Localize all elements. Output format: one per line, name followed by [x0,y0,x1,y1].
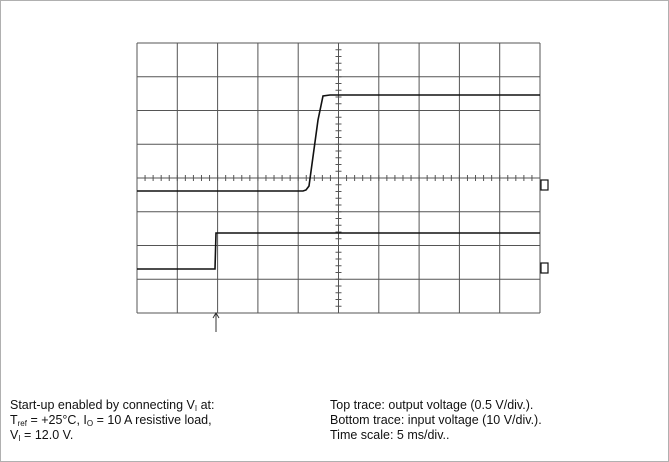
caption-line: VI = 12.0 V. [10,428,214,443]
subscript: ref [17,419,27,428]
subscript: I [18,434,21,443]
caption-line: Time scale: 5 ms/div.. [330,428,450,442]
caption-text: Start-up enabled by connecting V [10,398,195,412]
caption-text: = +25°C, I [26,413,87,427]
subscript: I [194,404,198,413]
caption-line: Start-up enabled by connecting VI at: [10,398,214,413]
channel-marker [540,262,549,274]
caption-line: Tref = +25°C, IO = 10 A resistive load, [10,413,214,428]
channel-marker [540,179,549,191]
caption-left: Start-up enabled by connecting VI at: Tre… [10,398,214,443]
caption-text: = 10 A resistive load, [93,413,212,427]
grid [136,42,541,314]
top-trace [137,94,540,192]
bottom-trace [137,232,540,270]
subscript: O [86,419,94,428]
caption-line: Top trace: output voltage (0.5 V/div.). [330,398,534,412]
caption-line: Bottom trace: input voltage (10 V/div.). [330,413,542,427]
trigger-arrow-head [212,312,220,319]
caption-text: = 12.0 V. [20,428,74,442]
caption-text: T [10,413,18,427]
caption-text: at: [197,398,215,412]
caption-right: Top trace: output voltage (0.5 V/div.). B… [330,398,542,443]
caption-text: V [10,428,19,442]
